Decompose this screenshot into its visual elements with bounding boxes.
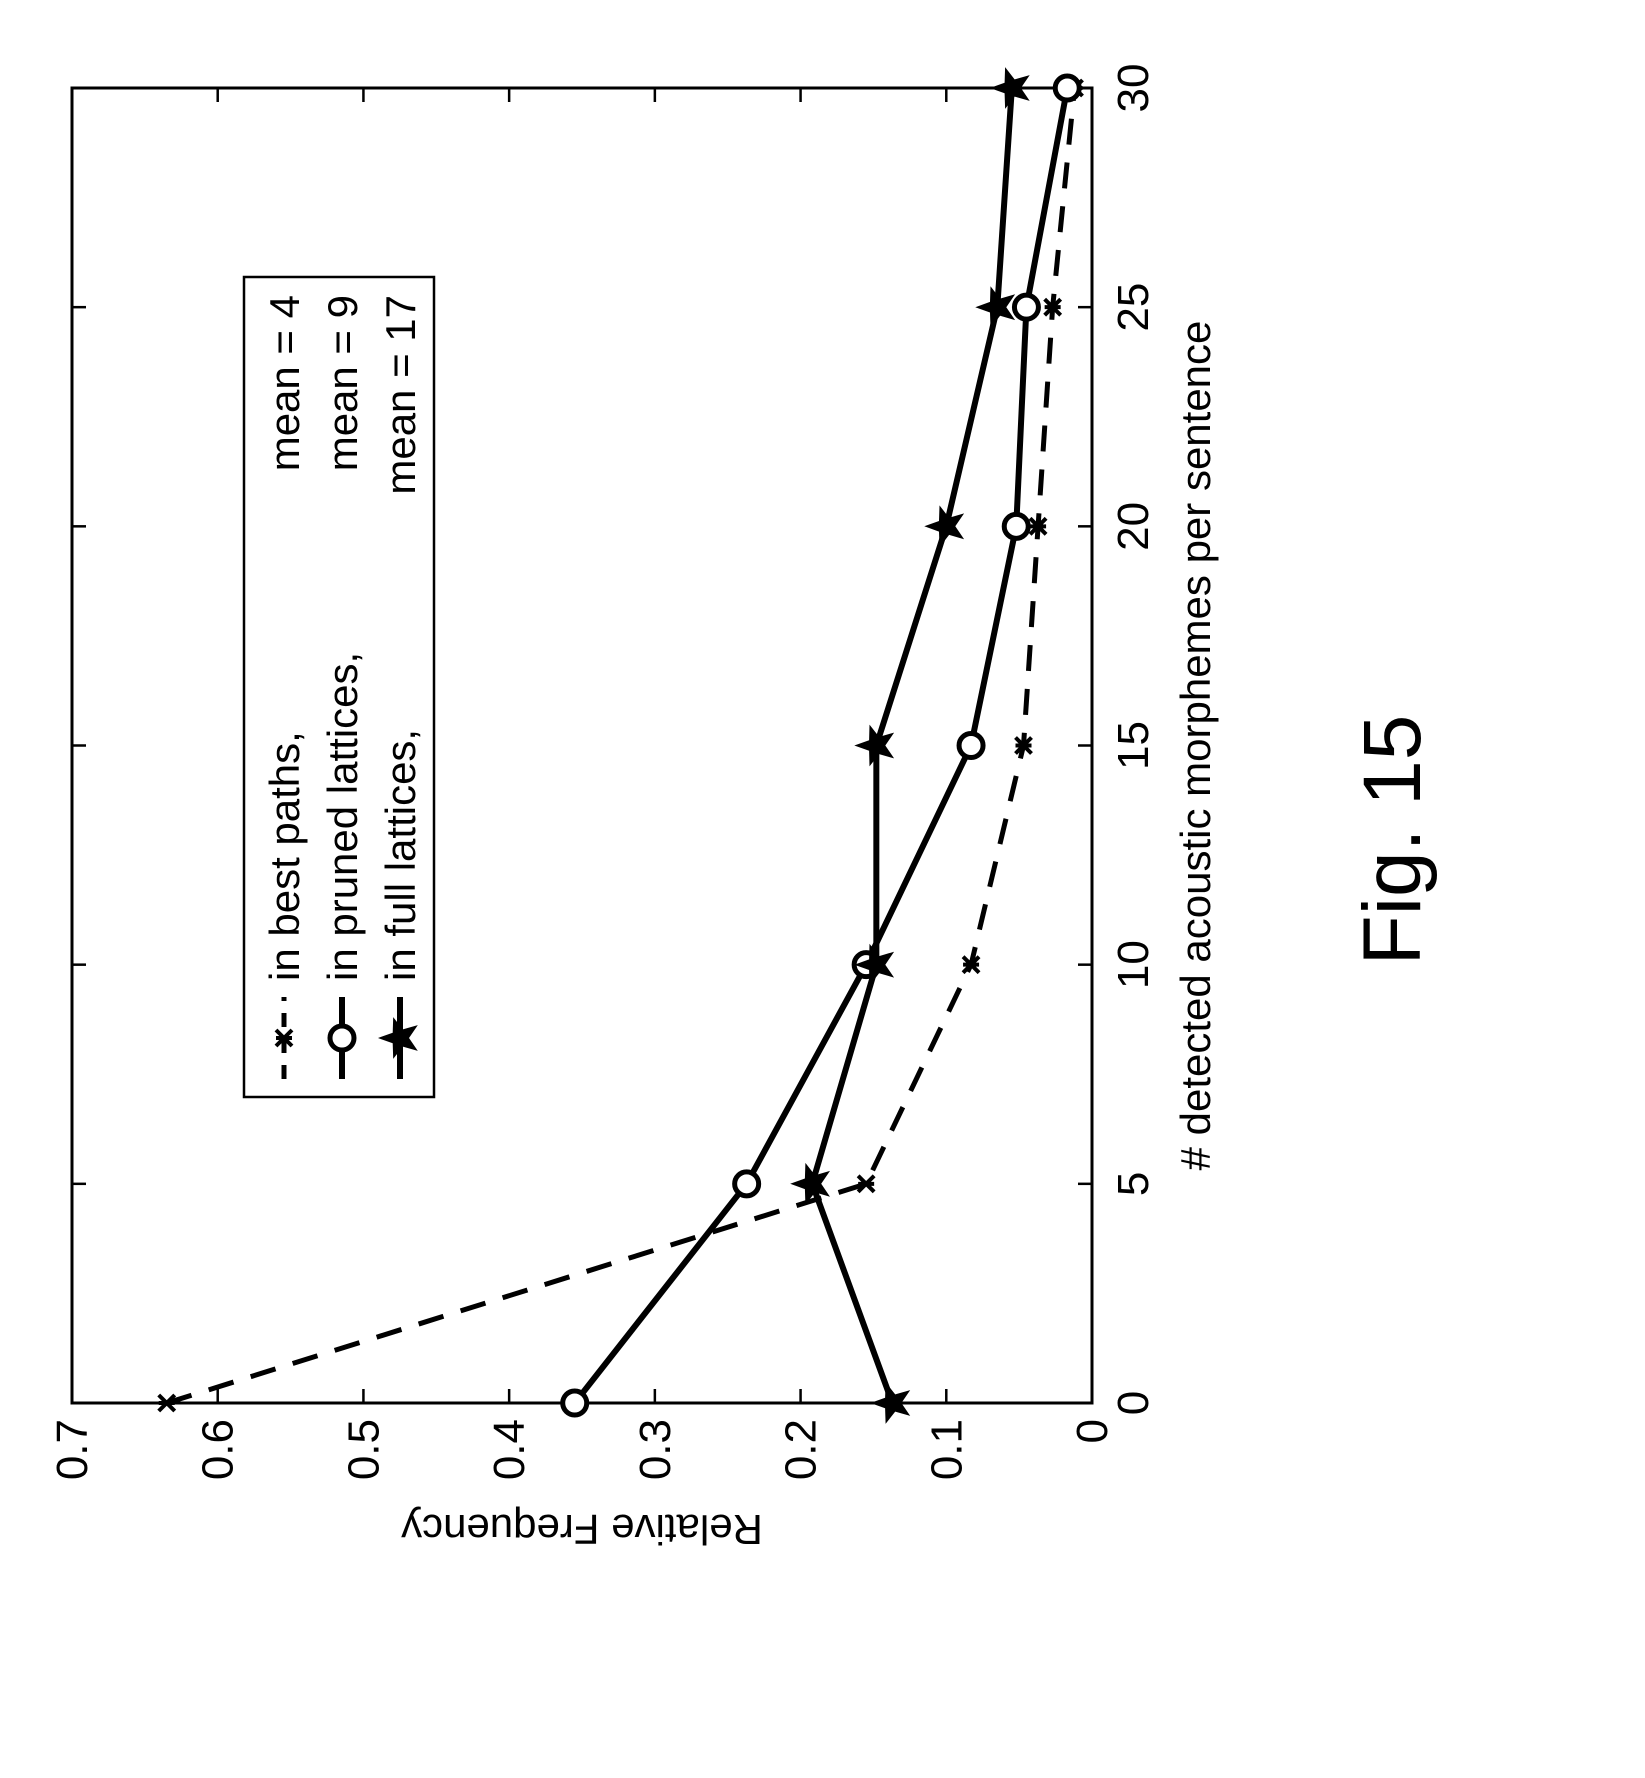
data-point — [159, 1395, 175, 1411]
axis-ticks — [72, 88, 1092, 1403]
legend-label: in pruned lattices, — [319, 652, 366, 981]
x-tick-label: 30 — [1109, 64, 1158, 113]
legend-mean: mean = 4 — [261, 295, 308, 471]
y-tick-label: 0 — [1068, 1419, 1117, 1443]
x-tick-label: 5 — [1109, 1172, 1158, 1196]
data-point — [735, 1172, 759, 1196]
legend-label: in best paths, — [261, 731, 308, 981]
y-axis-label: Relative Frequency — [401, 1506, 763, 1553]
data-point — [1014, 295, 1038, 319]
data-point — [563, 1391, 587, 1415]
data-point — [1004, 514, 1028, 538]
data-point — [959, 734, 983, 758]
x-tick-label: 10 — [1109, 940, 1158, 989]
series-star — [790, 67, 1029, 1424]
x-tick-label: 15 — [1109, 721, 1158, 770]
x-tick-label: 0 — [1109, 1391, 1158, 1415]
data-point — [924, 505, 964, 547]
x-axis-label: # detected acoustic morphemes per senten… — [1172, 321, 1219, 1171]
legend-marker — [330, 1026, 354, 1050]
legend-mean: mean = 17 — [377, 295, 424, 495]
rotated-chart: 0 5 10 15 20 25 30 0 0.1 0.2 0.3 0.4 0.5 0.6 0.7 # de… — [48, 64, 1219, 1553]
legend-label: in full lattices, — [377, 729, 424, 981]
plot-frame — [72, 88, 1092, 1403]
x-tick-labels: 0 5 10 15 20 25 30 — [1109, 64, 1158, 1416]
legend-entry: in pruned lattices, mean = 9 — [319, 295, 366, 1079]
data-point — [858, 1176, 874, 1192]
data-point — [854, 725, 894, 767]
figure-caption: Fig. 15 — [1347, 715, 1438, 966]
data-point — [975, 286, 1015, 328]
x-tick-label: 20 — [1109, 502, 1158, 551]
x-tick-label: 25 — [1109, 283, 1158, 332]
y-tick-labels: 0 0.1 0.2 0.3 0.4 0.5 0.6 0.7 — [48, 1419, 1117, 1480]
y-tick-label: 0.7 — [48, 1419, 97, 1480]
y-tick-label: 0.1 — [922, 1419, 971, 1480]
data-point — [1055, 76, 1079, 100]
legend: in best paths,mean = 4in pruned lattices… — [244, 277, 434, 1097]
y-tick-label: 0.6 — [194, 1419, 243, 1480]
y-tick-label: 0.3 — [631, 1419, 680, 1480]
data-point — [790, 1163, 830, 1205]
y-tick-label: 0.4 — [485, 1419, 534, 1480]
y-tick-label: 0.5 — [339, 1419, 388, 1480]
y-tick-label: 0.2 — [777, 1419, 826, 1480]
legend-mean: mean = 9 — [319, 295, 366, 471]
